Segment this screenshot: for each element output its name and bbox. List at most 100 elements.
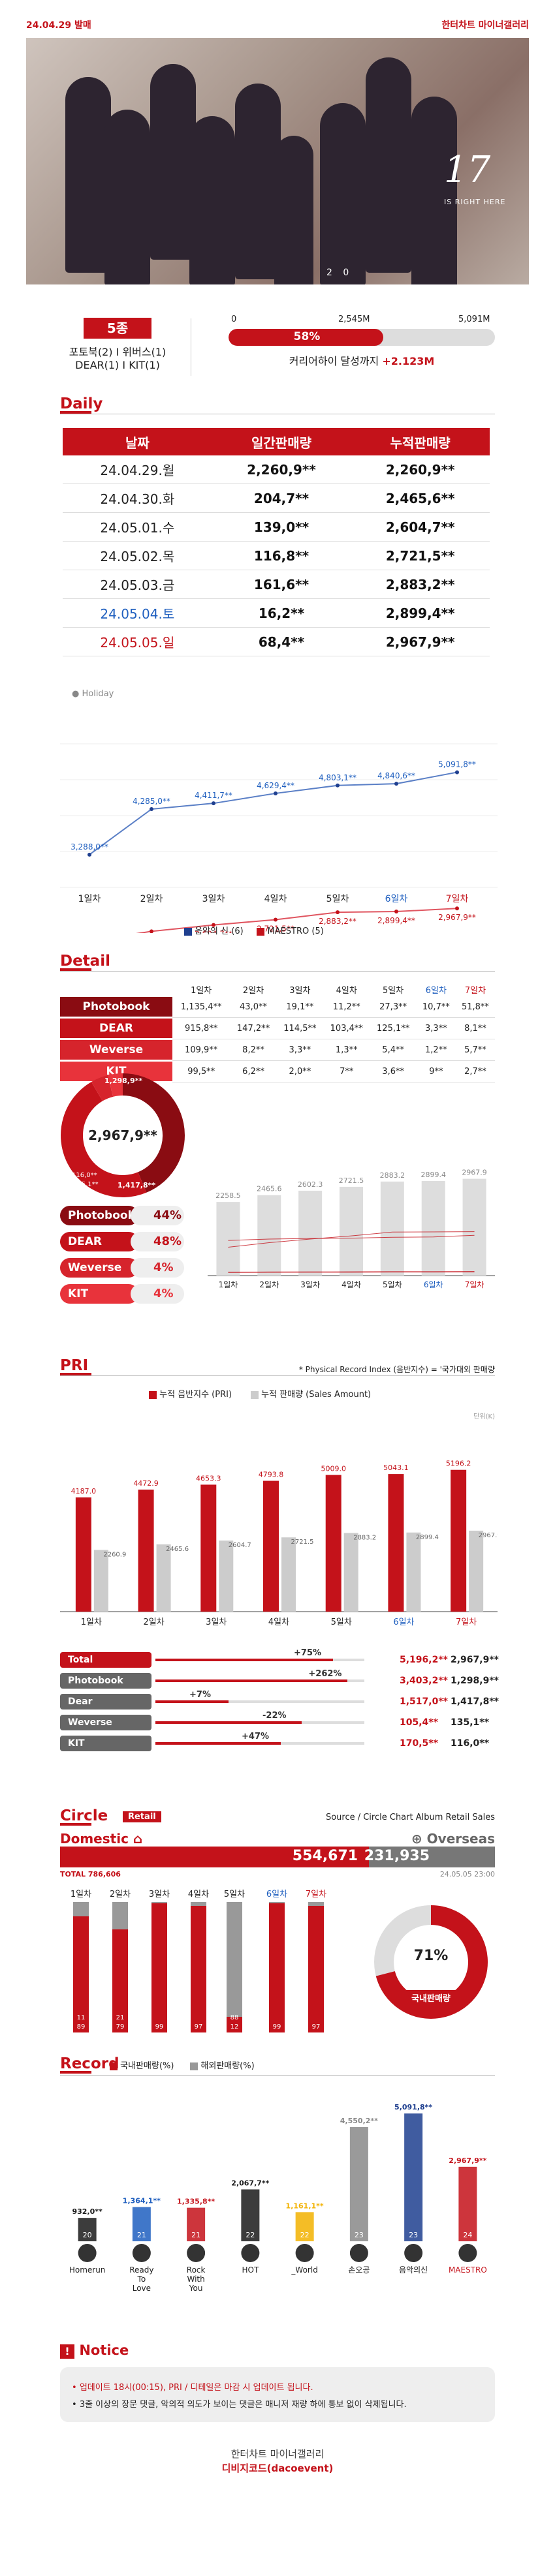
line-day-label: 6일차 xyxy=(385,894,408,904)
detail-cell: 114,5** xyxy=(276,1017,324,1039)
detail-cell: 51,8** xyxy=(455,997,495,1018)
pri-red-label: 5043.1 xyxy=(383,1464,409,1472)
circle-legend: 국내판매량(%) 해외판매량(%) xyxy=(110,2059,255,2071)
share-pct: 4% xyxy=(153,1287,174,1300)
line-label-red: 2,883,2** xyxy=(319,917,357,926)
stack-day-label: 1일차 xyxy=(219,1280,238,1289)
legend-swatch-red xyxy=(257,927,265,936)
pri-gray-label: 2899.4 xyxy=(416,1534,439,1541)
stack-day-label: 6일차 xyxy=(424,1280,443,1289)
record-album-name: 손오공 xyxy=(348,2265,370,2275)
daily-cell-daily: 68,4** xyxy=(212,627,351,656)
stack-bar xyxy=(380,1181,404,1276)
record-bar xyxy=(132,2207,151,2241)
pri-day-label: 3일차 xyxy=(206,1618,227,1627)
circle-day-label: 4일차 xyxy=(188,1890,209,1899)
record-value-label: 4,550,2** xyxy=(340,2117,378,2125)
record-year-badge: 23 xyxy=(355,2231,364,2239)
domestic-bar-fill xyxy=(60,1847,369,1867)
pri-compare-track xyxy=(155,1679,364,1682)
pri-red-label: 5196.2 xyxy=(446,1460,471,1468)
detail-cell: 11,2** xyxy=(323,997,370,1018)
pri-bar-gray xyxy=(93,1550,108,1612)
pri-day-label: 7일차 xyxy=(456,1618,477,1627)
detail-cell: 103,4** xyxy=(323,1017,370,1039)
pri-compare-sales: 1,417,8** xyxy=(451,1696,499,1707)
record-value-label: 2,067,7** xyxy=(231,2179,269,2187)
pri-gray-label: 2604.7 xyxy=(229,1542,251,1549)
donut-domestic-pct: 71% xyxy=(413,1948,449,1964)
detail-cell: 915,8** xyxy=(172,1017,230,1039)
record-album-name: You xyxy=(189,2284,203,2293)
daily-cell-total: 2,883,2** xyxy=(351,570,490,599)
pri-compare-track xyxy=(155,1721,364,1724)
share-pct: 4% xyxy=(153,1261,174,1274)
daily-cell-daily: 139,0** xyxy=(212,512,351,542)
line-label-red: 2,967,9** xyxy=(438,913,476,922)
stack-day-label: 3일차 xyxy=(300,1280,320,1289)
stack-bar xyxy=(340,1186,363,1276)
circle-domestic-pct: 97 xyxy=(195,2023,203,2031)
pri-compare-label: KIT xyxy=(60,1736,151,1751)
pri-compare-label: Photobook xyxy=(60,1673,151,1689)
daily-cell-total: 2,465,6** xyxy=(351,483,490,513)
circle-domestic-pct: 99 xyxy=(155,2023,164,2031)
record-section-title: Record xyxy=(60,2055,119,2074)
pri-gray-label: 2883.2 xyxy=(353,1534,376,1541)
pri-compare-fill xyxy=(155,1742,281,1745)
circle-bar-overseas xyxy=(227,1902,242,2032)
stack-day-label: 2일차 xyxy=(259,1280,279,1289)
overseas-value: 231,935 xyxy=(364,1848,430,1864)
stack-total-label: 2602.3 xyxy=(298,1180,323,1189)
line-day-label: 2일차 xyxy=(140,894,163,904)
career-progress-pct: 58% xyxy=(293,330,321,343)
pri-day-label: 2일차 xyxy=(143,1618,164,1627)
pri-bar-gray xyxy=(406,1532,421,1612)
stack-bar xyxy=(462,1178,486,1276)
daily-cell-daily: 161,6** xyxy=(212,570,351,599)
detail-cell: 3,3** xyxy=(276,1039,324,1061)
record-year-badge: 22 xyxy=(300,2231,309,2239)
donut-total: 2,967,9** xyxy=(88,1127,157,1143)
line-point-red xyxy=(274,917,278,922)
line-point-red xyxy=(394,910,398,914)
pri-bar-red xyxy=(325,1475,341,1612)
circle-legend-red: 국내판매량(%) xyxy=(120,2061,174,2071)
circle-bar-domestic xyxy=(112,1929,128,2032)
circle-bar-domestic xyxy=(73,1916,89,2032)
record-bar xyxy=(295,2212,314,2241)
overseas-label-text: Overseas xyxy=(426,1831,495,1847)
donut-label-weverse: 135,1** xyxy=(73,1181,99,1188)
versions-line-1: 포토북(2) I 위버스(1) xyxy=(69,346,166,358)
donut-label-photobook: 1,298,9** xyxy=(104,1077,143,1085)
record-album-icon xyxy=(295,2244,314,2262)
detail-cell: 1,3** xyxy=(323,1039,370,1061)
alert-icon: ! xyxy=(60,2344,74,2359)
detail-cell: 2,0** xyxy=(276,1060,324,1082)
detail-day-header: 4일차 xyxy=(336,985,357,996)
pri-compare-sales: 1,298,9** xyxy=(451,1676,499,1686)
line-day-label: 5일차 xyxy=(326,894,349,904)
detail-title-text: Detail xyxy=(60,953,110,970)
detail-row: DEAR 915,8** 147,2** 114,5** 103,4** 125,1** 3… xyxy=(60,1017,495,1040)
overseas-label: ⊕ Overseas xyxy=(411,1831,495,1847)
circle-legend-gray-swatch xyxy=(190,2062,198,2070)
daily-cell-daily: 116,8** xyxy=(212,541,351,570)
pri-compare-pri: 1,517,0** xyxy=(400,1696,448,1707)
daily-cell-total: 2,967,9** xyxy=(351,627,490,656)
detail-row: Photobook 1,135,4** 43,0** 19,1** 11,2** 27,3… xyxy=(60,997,495,1019)
pri-red-label: 4793.8 xyxy=(259,1471,284,1479)
line-day-label: 1일차 xyxy=(78,894,101,904)
detail-cell: 3,6** xyxy=(370,1060,417,1082)
line-point-blue xyxy=(87,852,91,857)
daily-table: 날짜 일간판매량 누적판매량 24.04.29.월 2,260,9** 2,260,… xyxy=(63,428,490,656)
record-album-name: To xyxy=(137,2275,146,2284)
record-year-badge: 23 xyxy=(409,2231,418,2239)
stack-day-label: 4일차 xyxy=(341,1280,361,1289)
record-album-name: Rock xyxy=(187,2265,206,2275)
circle-day-label: 3일차 xyxy=(149,1890,170,1899)
pri-legend: 누적 음반지수 (PRI) 누적 판매량 (Sales Amount) xyxy=(149,1387,371,1400)
circle-title-text: Circle xyxy=(60,1807,108,1824)
pri-compare-pri: 105,4** xyxy=(400,1717,438,1728)
pri-compare-sales: 135,1** xyxy=(451,1717,489,1728)
